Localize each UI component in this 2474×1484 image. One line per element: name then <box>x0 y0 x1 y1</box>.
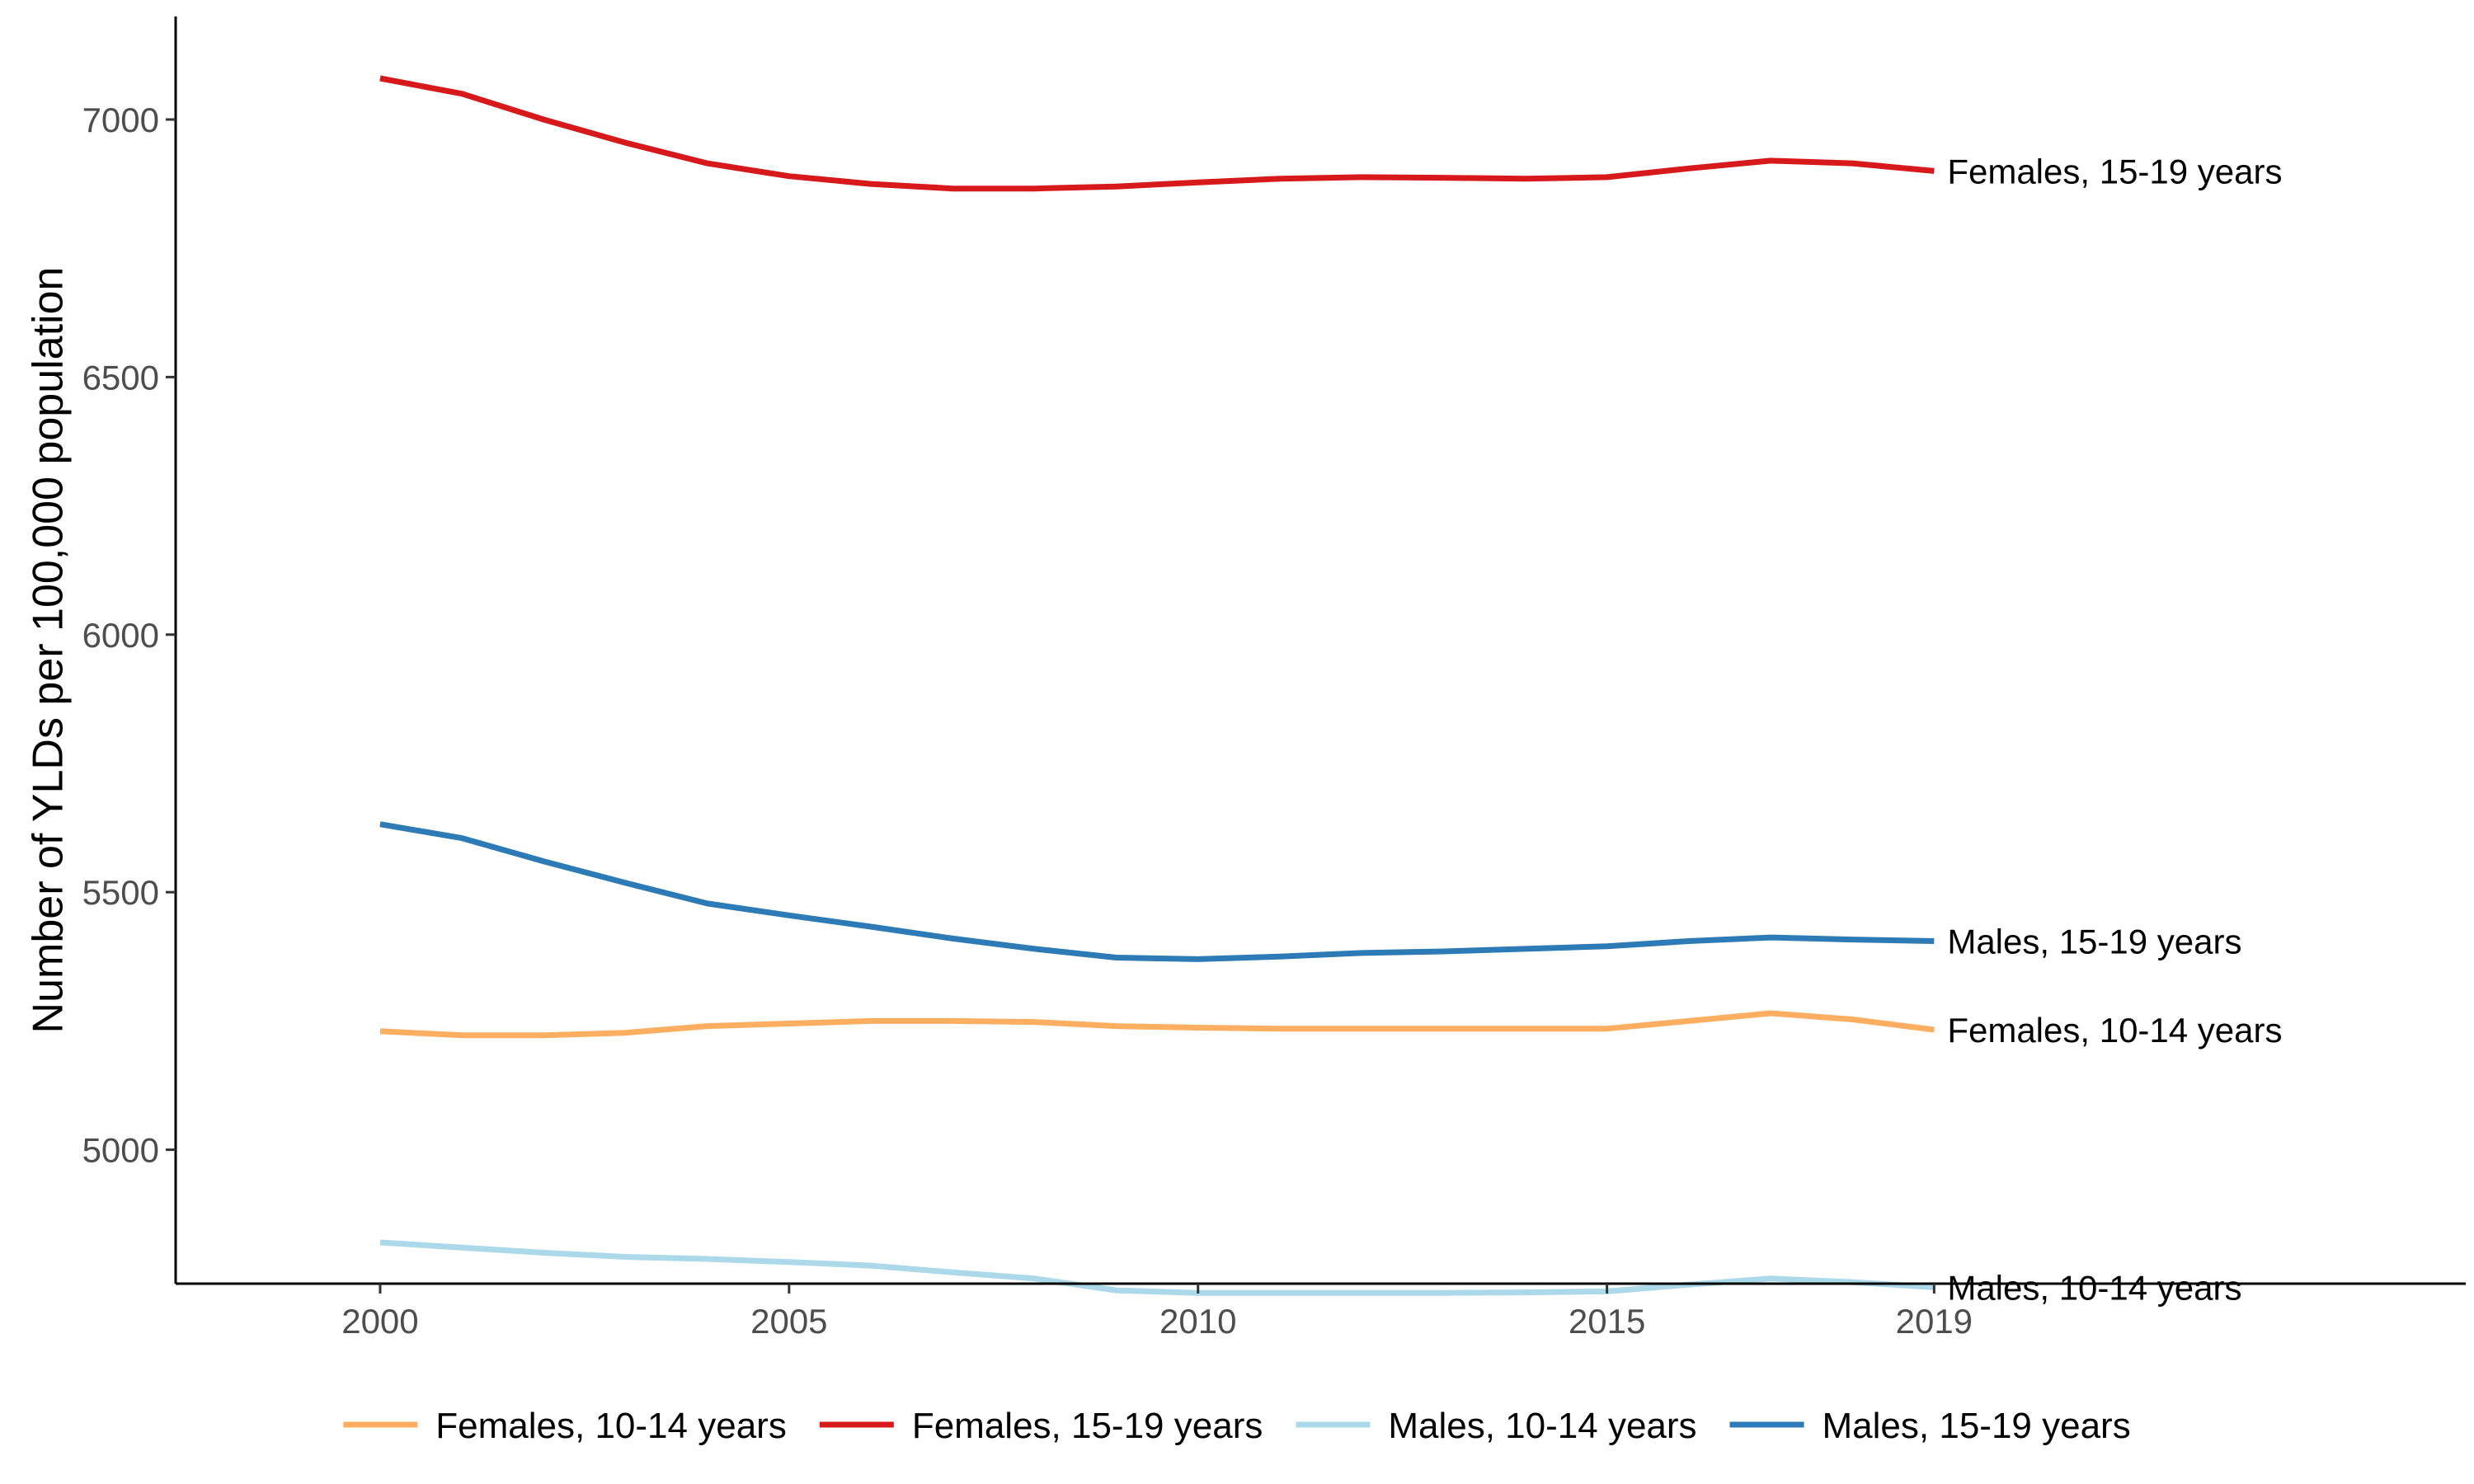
x-tick-label: 2005 <box>750 1302 827 1341</box>
y-tick-label: 5000 <box>82 1131 159 1170</box>
legend-item: Males, 15-19 years <box>1729 1406 2131 1446</box>
legend-item: Males, 10-14 years <box>1296 1406 1697 1446</box>
series-line-2 <box>379 1239 1935 1296</box>
legend-item: Females, 10-14 years <box>343 1406 787 1446</box>
series-line-3 <box>379 821 1935 962</box>
legend-label: Males, 15-19 years <box>1823 1406 2131 1446</box>
series-line-0 <box>379 1010 1935 1039</box>
legend-label: Females, 15-19 years <box>912 1406 1263 1446</box>
legend: Females, 10-14 years Females, 15-19 years… <box>343 1406 2131 1446</box>
series-end-label: Males, 15-19 years <box>1947 923 2241 961</box>
y-tick-label: 7000 <box>82 101 159 139</box>
x-tick-label: 2000 <box>341 1302 418 1341</box>
legend-item: Females, 15-19 years <box>819 1406 1263 1446</box>
series-end-label: Males, 10-14 years <box>1947 1268 2241 1307</box>
x-tick-label: 2019 <box>1896 1302 1973 1341</box>
y-axis-ticks: 5000 5500 6000 6500 7000 <box>82 101 176 1170</box>
x-tick-label: 2015 <box>1569 1302 1645 1341</box>
y-tick-label: 6000 <box>82 616 159 655</box>
series-end-labels: Females, 15-19 years Males, 15-19 years Fe… <box>1947 152 2282 1307</box>
x-axis-ticks: 2000 2005 2010 2015 2019 <box>341 1284 1973 1341</box>
series-lines <box>379 75 1935 1296</box>
legend-label: Females, 10-14 years <box>435 1406 787 1446</box>
series-line-1 <box>379 75 1935 192</box>
y-tick-label: 6500 <box>82 358 159 397</box>
y-axis-title: Number of YLDs per 100,000 population <box>25 267 73 1034</box>
legend-label: Males, 10-14 years <box>1388 1406 1696 1446</box>
series-end-label: Females, 15-19 years <box>1947 152 2282 190</box>
series-end-label: Females, 10-14 years <box>1947 1011 2282 1050</box>
x-tick-label: 2010 <box>1159 1302 1236 1341</box>
y-tick-label: 5500 <box>82 873 159 912</box>
